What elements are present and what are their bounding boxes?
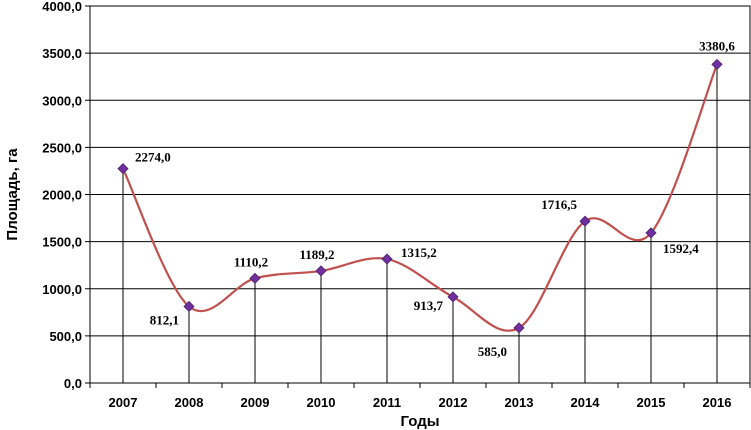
- data-label: 1592,4: [663, 241, 699, 256]
- x-tick-label: 2014: [571, 395, 601, 410]
- data-point-marker: [381, 253, 393, 265]
- data-point-marker: [315, 265, 327, 277]
- data-point-marker: [711, 58, 723, 70]
- series-markers: [117, 58, 723, 334]
- x-tick-label: 2009: [241, 395, 270, 410]
- data-point-marker: [645, 227, 657, 239]
- y-tick-label: 1000,0: [42, 282, 82, 297]
- x-tick-label: 2015: [637, 395, 666, 410]
- x-tick-label: 2013: [505, 395, 534, 410]
- y-tick-label: 1500,0: [42, 235, 82, 250]
- x-axis-ticks: 2007 2008 2009 2010 2011 2012 2013 2014 2015 2016: [89, 383, 751, 410]
- data-label: 812,1: [150, 312, 179, 327]
- y-axis-ticks: 0,0 500,0 1000,0 1500,0 2000,0 2500,0 3000,0 35…: [42, 0, 90, 391]
- y-tick-label: 500,0: [49, 329, 82, 344]
- x-tick-label: 2016: [703, 395, 732, 410]
- data-label: 1315,2: [401, 245, 437, 260]
- data-label: 1716,5: [541, 197, 577, 212]
- x-tick-label: 2012: [439, 395, 468, 410]
- x-tick-label: 2007: [109, 395, 138, 410]
- data-label: 585,0: [478, 344, 507, 359]
- x-tick-label: 2010: [307, 395, 336, 410]
- y-tick-label: 2000,0: [42, 188, 82, 203]
- y-tick-label: 3500,0: [42, 46, 82, 61]
- drop-lines: [122, 64, 718, 383]
- data-label: 1189,2: [299, 247, 334, 262]
- x-tick-label: 2008: [175, 395, 204, 410]
- data-point-marker: [249, 272, 261, 284]
- data-point-marker: [579, 215, 591, 227]
- data-label: 3380,6: [699, 38, 735, 53]
- x-tick-label: 2011: [373, 395, 401, 410]
- data-label: 1110,2: [234, 254, 268, 269]
- y-tick-label: 0,0: [64, 376, 82, 391]
- data-label: 913,7: [414, 298, 444, 313]
- y-axis-title: Площадь, га: [4, 148, 21, 241]
- x-axis-title: Годы: [400, 413, 439, 430]
- y-tick-label: 4000,0: [42, 0, 82, 14]
- series-line: [122, 63, 719, 332]
- data-point-marker: [513, 322, 525, 334]
- data-point-marker: [183, 300, 195, 313]
- data-label: 2274,0: [135, 150, 171, 165]
- data-point-marker: [447, 291, 459, 303]
- data-point-marker: [117, 163, 129, 175]
- data-labels: 2274,0 812,1 1110,2 1189,2 1315,2 913,7 585,0 1…: [135, 38, 735, 358]
- y-tick-label: 2500,0: [42, 140, 82, 155]
- y-tick-label: 3000,0: [42, 93, 82, 108]
